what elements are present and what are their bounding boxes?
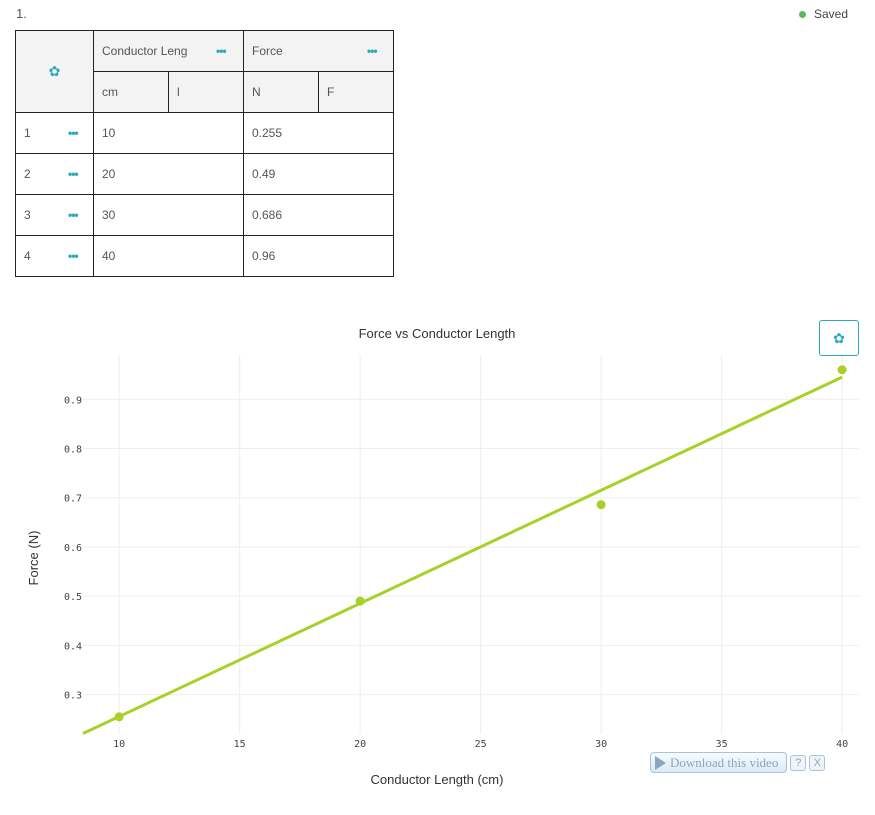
- x-tick-label: 20: [354, 739, 366, 750]
- help-button[interactable]: ?: [790, 754, 807, 771]
- data-cell[interactable]: 20: [93, 153, 244, 195]
- chart-ticks: 10 15 20 25 30 35 40 0.3 0.4 0.5 0.6 0.7 0.8 0.9: [64, 395, 848, 750]
- question-number: 1.: [16, 6, 27, 21]
- scatter-chart: 10 15 20 25 30 35 40 0.3 0.4 0.5 0.6 0.7 0.8 0.9 Forc…: [26, 326, 859, 787]
- y-tick-label: 0.9: [64, 395, 82, 406]
- y-tick-label: 0.4: [64, 641, 82, 652]
- close-button[interactable]: X: [809, 754, 826, 771]
- column-menu-icon[interactable]: •••: [367, 44, 378, 58]
- play-icon: [655, 755, 666, 770]
- row-index: 4: [24, 249, 31, 263]
- y-tick-label: 0.5: [64, 592, 82, 603]
- y-tick-label: 0.7: [64, 494, 82, 505]
- data-point[interactable]: [596, 500, 606, 510]
- y-tick-label: 0.8: [64, 445, 82, 456]
- chart-grid: [83, 355, 859, 734]
- save-status-label: Saved: [813, 7, 848, 21]
- table-settings-button[interactable]: ✿: [15, 30, 94, 113]
- column-header-conductor-length[interactable]: Conductor Leng •••: [93, 30, 244, 72]
- column-header-force[interactable]: Force •••: [243, 30, 394, 72]
- x-axis-label: Conductor Length (cm): [371, 772, 504, 787]
- data-cell[interactable]: 0.96: [243, 235, 394, 277]
- chart-title: Force vs Conductor Length: [359, 326, 516, 341]
- x-tick-label: 35: [716, 739, 728, 750]
- x-tick-label: 10: [113, 739, 125, 750]
- data-cell[interactable]: 0.686: [243, 194, 394, 236]
- row-menu-icon[interactable]: •••: [68, 167, 79, 181]
- table-row: 1 ••• 10 0.255: [15, 112, 394, 154]
- row-index: 3: [24, 208, 31, 222]
- row-index: 1: [24, 126, 31, 140]
- row-header[interactable]: 4 •••: [15, 235, 94, 277]
- trendline: [82, 375, 843, 735]
- table-row: 2 ••• 20 0.49: [15, 153, 394, 195]
- x-tick-label: 30: [595, 739, 607, 750]
- row-header[interactable]: 1 •••: [15, 112, 94, 154]
- row-menu-icon[interactable]: •••: [68, 208, 79, 222]
- x-tick-label: 40: [836, 739, 848, 750]
- data-point[interactable]: [837, 365, 847, 375]
- symbol-cell[interactable]: F: [318, 71, 394, 113]
- status-dot-icon: [798, 10, 806, 18]
- data-cell[interactable]: 0.49: [243, 153, 394, 195]
- row-header[interactable]: 3 •••: [15, 194, 94, 236]
- gear-icon: ✿: [48, 63, 61, 79]
- download-video-button[interactable]: Download this video: [650, 752, 788, 773]
- download-video-label: Download this video: [670, 754, 779, 770]
- data-cell[interactable]: 0.255: [243, 112, 394, 154]
- y-tick-label: 0.3: [64, 691, 82, 702]
- save-status: Saved: [798, 7, 848, 21]
- row-index: 2: [24, 167, 31, 181]
- unit-cell[interactable]: N: [243, 71, 319, 113]
- column-name: Force: [252, 44, 283, 59]
- data-points: [114, 365, 847, 722]
- y-axis-label: Force (N): [26, 531, 41, 586]
- row-menu-icon[interactable]: •••: [68, 126, 79, 140]
- symbol-cell[interactable]: l: [168, 71, 244, 113]
- gear-icon: ✿: [833, 329, 845, 346]
- row-header[interactable]: 2 •••: [15, 153, 94, 195]
- data-cell[interactable]: 10: [93, 112, 244, 154]
- data-table: ✿ Conductor Leng ••• Force ••• cm l N F …: [15, 30, 394, 277]
- unit-cell[interactable]: cm: [93, 71, 169, 113]
- chart-settings-button[interactable]: ✿: [819, 320, 859, 356]
- table-row: 3 ••• 30 0.686: [15, 194, 394, 236]
- column-name: Conductor Leng: [102, 44, 188, 59]
- row-menu-icon[interactable]: •••: [68, 249, 79, 263]
- data-point[interactable]: [355, 596, 365, 606]
- chart-container: 10 15 20 25 30 35 40 0.3 0.4 0.5 0.6 0.7 0.8 0.9 Forc…: [0, 310, 875, 810]
- trendline-group: [82, 375, 843, 735]
- column-menu-icon[interactable]: •••: [216, 44, 227, 58]
- x-tick-label: 25: [475, 739, 487, 750]
- y-tick-label: 0.6: [64, 543, 82, 554]
- data-point[interactable]: [114, 712, 124, 722]
- table-row: 4 ••• 40 0.96: [15, 235, 394, 277]
- data-cell[interactable]: 40: [93, 235, 244, 277]
- data-cell[interactable]: 30: [93, 194, 244, 236]
- x-tick-label: 15: [234, 739, 246, 750]
- video-download-overlay: Download this video ? X: [650, 752, 826, 773]
